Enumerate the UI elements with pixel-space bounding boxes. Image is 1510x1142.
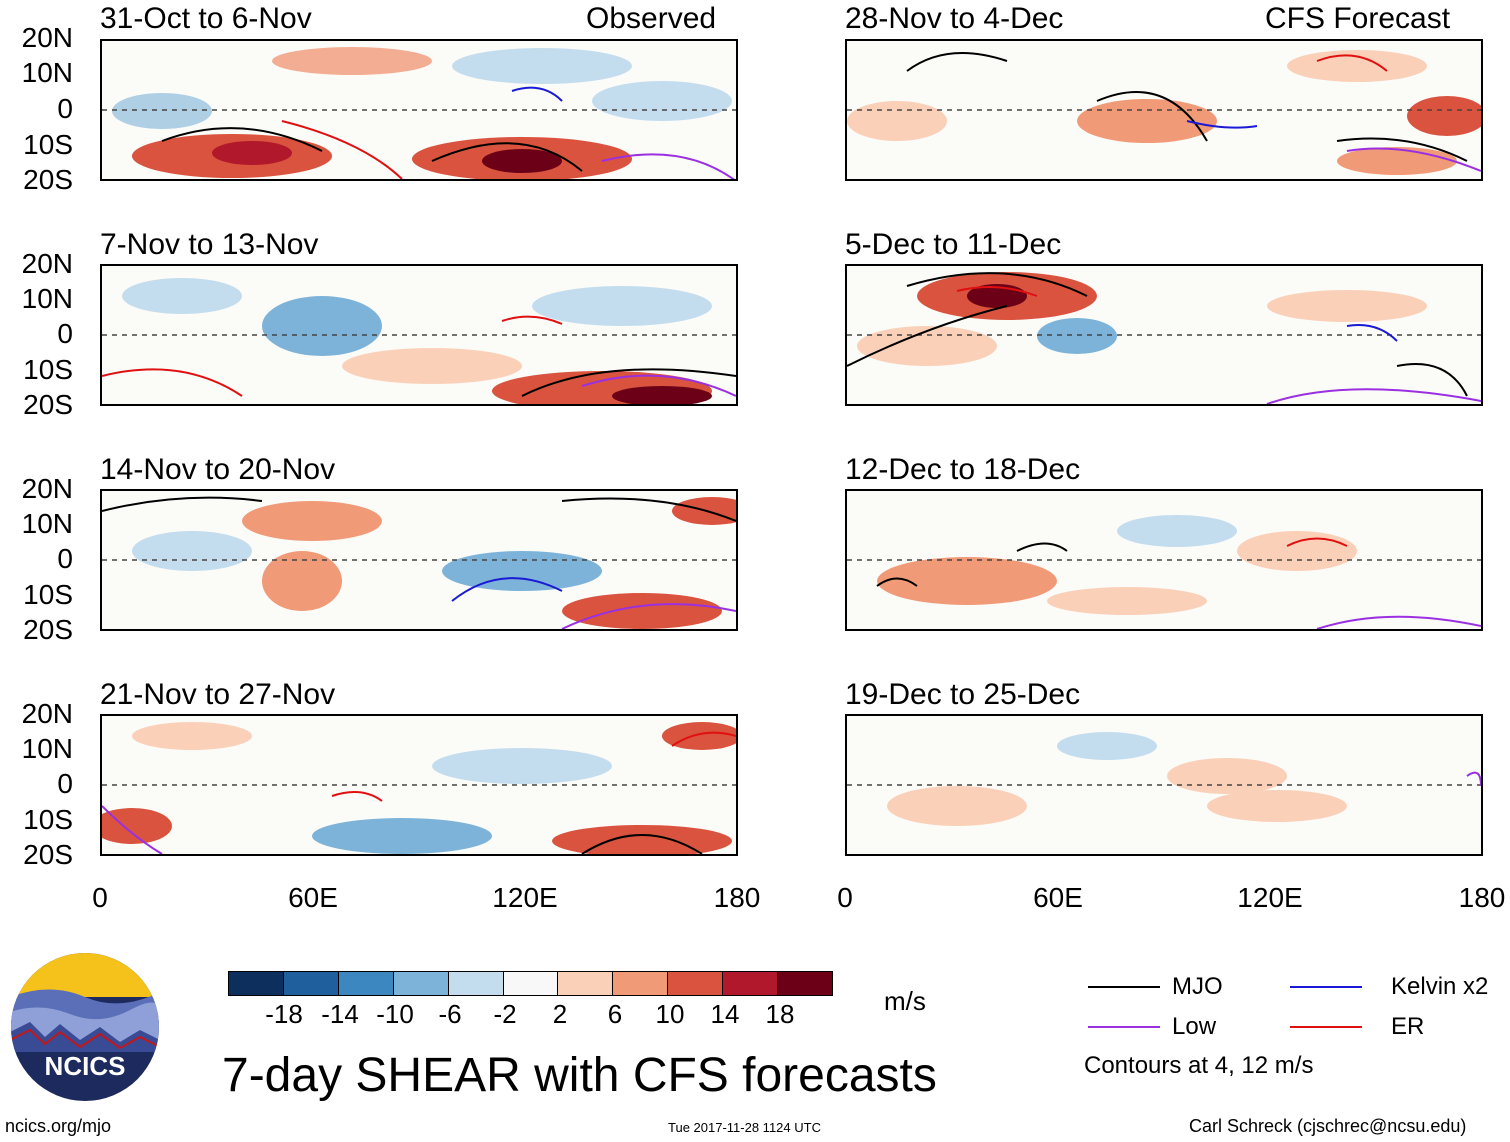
lat-label: 20S xyxy=(23,164,73,195)
map-panel-left-2 xyxy=(100,264,738,406)
lat-label: 10S xyxy=(23,579,73,610)
lat-label: 20S xyxy=(23,389,73,420)
lat-label: 10S xyxy=(23,354,73,385)
panel-title-left-2: 7-Nov to 13-Nov xyxy=(100,228,319,261)
legend-label-mjo: MJO xyxy=(1172,973,1223,1000)
lat-label: 0 xyxy=(57,318,73,349)
legend-line-mjo xyxy=(1088,986,1160,988)
legend-line-low xyxy=(1088,1026,1160,1028)
colorbar-swatch xyxy=(337,972,393,995)
lat-label: 10N xyxy=(21,508,73,539)
panel-title-right-3: 12-Dec to 18-Dec xyxy=(845,453,1081,486)
colorbar-label: -2 xyxy=(493,999,517,1029)
figure-title: 7-day SHEAR with CFS forecasts xyxy=(222,1049,937,1102)
panel-title-right-4: 19-Dec to 25-Dec xyxy=(845,678,1081,711)
panel-title-right-2: 5-Dec to 11-Dec xyxy=(845,228,1062,261)
footer-author: Carl Schreck (cjschrec@ncsu.edu) xyxy=(1189,1116,1467,1136)
panel-title-right-1: 28-Nov to 4-Dec xyxy=(845,2,1064,35)
colorbar-swatch xyxy=(392,972,448,995)
colorbar-swatch xyxy=(447,972,503,995)
lat-label: 0 xyxy=(57,768,73,799)
colorbar-label: 10 xyxy=(655,999,685,1029)
colorbar xyxy=(228,971,833,996)
lat-label: 20N xyxy=(21,248,73,279)
lat-label: 20N xyxy=(21,22,73,53)
logo-text: NCICS xyxy=(45,1051,126,1081)
lat-label: 10N xyxy=(21,733,73,764)
colorbar-swatch xyxy=(612,972,668,995)
panel-title-left-3: 14-Nov to 20-Nov xyxy=(100,453,336,486)
map-panel-right-1 xyxy=(845,39,1483,181)
lon-label: 180 xyxy=(713,882,761,913)
lat-label: 10S xyxy=(23,129,73,160)
lat-label: 10S xyxy=(23,804,73,835)
colorbar-label: -10 xyxy=(376,999,414,1029)
lon-label: 0 xyxy=(92,882,108,913)
map-panel-right-2 xyxy=(845,264,1483,406)
panel-title-left-4: 21-Nov to 27-Nov xyxy=(100,678,336,711)
colorbar-swatch xyxy=(667,972,723,995)
map-panel-left-4 xyxy=(100,714,738,856)
lat-label: 0 xyxy=(57,93,73,124)
lat-label: 20N xyxy=(21,698,73,729)
legend-note: Contours at 4, 12 m/s xyxy=(1084,1052,1314,1079)
lat-label: 20N xyxy=(21,473,73,504)
map-panel-right-4 xyxy=(845,714,1483,856)
colorbar-label: -14 xyxy=(321,999,359,1029)
lat-label: 20S xyxy=(23,839,73,870)
colorbar-label: 14 xyxy=(710,999,740,1029)
lon-label: 120E xyxy=(492,882,558,913)
colorbar-label: 18 xyxy=(765,999,795,1029)
map-panel-left-1 xyxy=(100,39,738,181)
colorbar-swatch xyxy=(557,972,613,995)
footer-url[interactable]: ncics.org/mjo xyxy=(5,1116,112,1136)
colorbar-label: -18 xyxy=(265,999,303,1029)
colorbar-swatch xyxy=(229,972,283,995)
lat-label: 10N xyxy=(21,57,73,88)
legend-line-kelvin xyxy=(1290,986,1362,988)
colorbar-swatch xyxy=(777,972,832,995)
colorbar-swatch xyxy=(502,972,558,995)
colorbar-units: m/s xyxy=(884,986,926,1016)
header-cfs-forecast: CFS Forecast xyxy=(1265,2,1451,35)
panel-title-left-1: 31-Oct to 6-Nov xyxy=(100,2,312,35)
colorbar-swatch xyxy=(282,972,338,995)
legend-label-low: Low xyxy=(1172,1013,1217,1040)
map-panel-left-3 xyxy=(100,489,738,631)
lat-label: 10N xyxy=(21,283,73,314)
map-panel-right-3 xyxy=(845,489,1483,631)
legend-line-er xyxy=(1290,1026,1362,1028)
footer-timestamp: Tue 2017-11-28 1124 UTC xyxy=(668,1120,821,1135)
colorbar-label: 2 xyxy=(552,999,568,1029)
lon-label: 60E xyxy=(1033,882,1083,913)
legend-label-er: ER xyxy=(1391,1013,1425,1040)
legend-label-kelvin: Kelvin x2 xyxy=(1391,973,1489,1000)
colorbar-label: -6 xyxy=(438,999,462,1029)
colorbar-label: 6 xyxy=(607,999,623,1029)
lon-label: 0 xyxy=(837,882,853,913)
ncics-logo: NCICS xyxy=(10,952,160,1102)
lon-label: 180 xyxy=(1458,882,1506,913)
header-observed: Observed xyxy=(586,2,717,35)
lon-label: 60E xyxy=(288,882,338,913)
lon-label: 120E xyxy=(1237,882,1303,913)
lat-label: 20S xyxy=(23,614,73,645)
lat-label: 0 xyxy=(57,543,73,574)
colorbar-swatch xyxy=(722,972,778,995)
